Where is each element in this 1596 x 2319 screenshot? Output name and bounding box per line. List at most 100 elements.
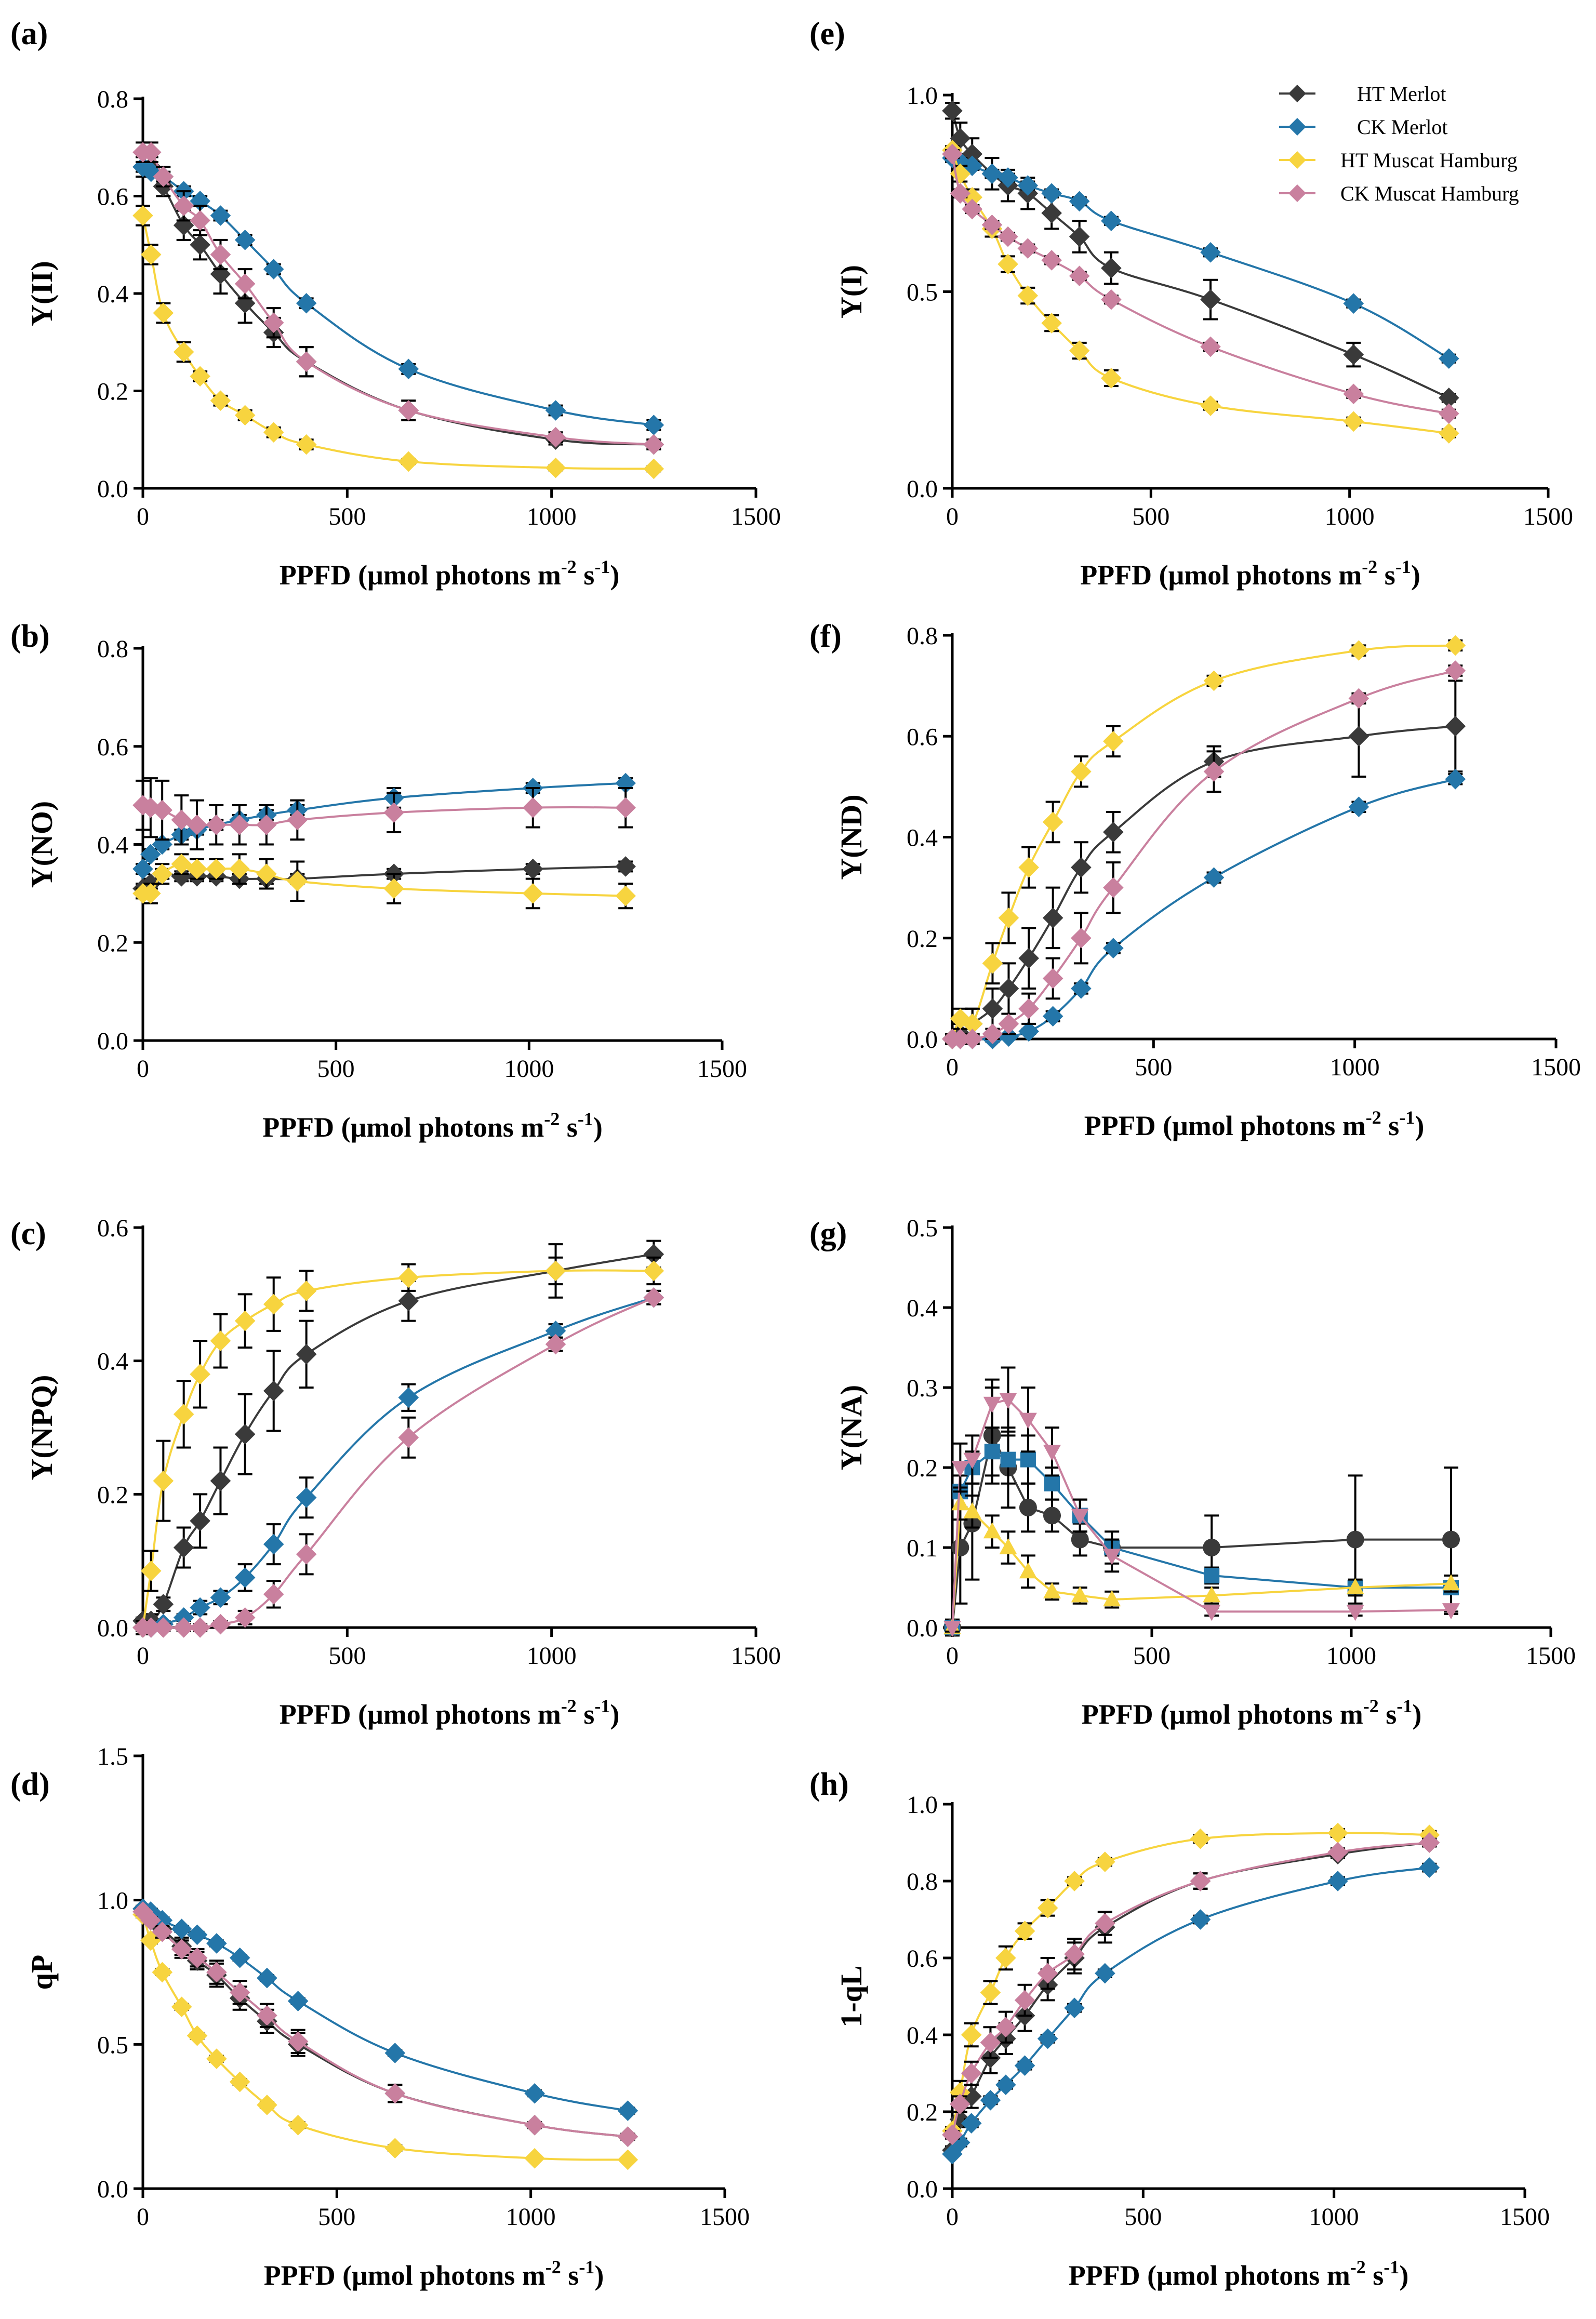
marker-0-2-2 [153, 302, 174, 324]
x-tick-label-3-1: 500 [318, 2203, 355, 2231]
marker-2-3-11 [643, 1287, 664, 1308]
marker-7-3-5 [1014, 1990, 1035, 2011]
marker-6-3-0 [943, 1621, 961, 1637]
marker-3-2-2 [152, 1962, 173, 1983]
marker-5-3-11 [1445, 660, 1466, 681]
marker-2-2-4 [190, 1364, 210, 1385]
marker-5-0-4 [998, 978, 1019, 999]
marker-3-3-7 [257, 2005, 277, 2026]
marker-5-3-8 [1103, 877, 1124, 898]
marker-3-3-5 [206, 1962, 227, 1983]
marker-6-1-6 [1044, 1475, 1060, 1491]
x-axis-label-part-4-3: -1 [1395, 556, 1411, 577]
marker-4-1-8 [1101, 210, 1122, 232]
x-tick-label-5-2: 1000 [1330, 1054, 1380, 1081]
x-axis-label-part-1-2: s [560, 1112, 578, 1143]
marker-7-1-11 [1419, 1857, 1440, 1878]
x-axis-label-part-5-3: -1 [1399, 1107, 1415, 1128]
marker-5-0-7 [1071, 857, 1092, 878]
marker-0-3-3 [173, 195, 194, 217]
marker-2-2-2 [153, 1470, 174, 1491]
marker-4-2-11 [1439, 423, 1459, 444]
x-tick-label-3-2: 1000 [506, 2203, 556, 2231]
marker-4-2-6 [1041, 313, 1062, 334]
marker-2-2-1 [140, 1561, 162, 1581]
marker-3-1-3 [171, 1918, 192, 1939]
legend-label-3: CK Muscat Hamburg [1340, 182, 1519, 205]
y-tick-label-4-1: 0.5 [907, 279, 938, 306]
marker-6-3-10 [1346, 1605, 1364, 1621]
marker-7-3-4 [995, 2017, 1016, 2037]
marker-7-2-3 [980, 1982, 1001, 2003]
x-axis-label-part-4-1: -2 [1362, 556, 1377, 577]
y-tick-label-0-1: 0.2 [97, 378, 128, 406]
series-6-3 [943, 1366, 1460, 1637]
marker-2-3-7 [263, 1584, 284, 1605]
marker-5-3-9 [1203, 761, 1225, 782]
marker-6-3-1 [951, 1461, 969, 1477]
marker-5-1-5 [1018, 1021, 1039, 1042]
y-tick-label-3-2: 1.0 [97, 1887, 128, 1915]
marker-1-0-10 [522, 858, 543, 879]
x-axis-label-3: PPFD (μmol photons m-2 s-1) [264, 2257, 604, 2291]
marker-7-2-2 [961, 2024, 982, 2045]
marker-2-1-9 [398, 1387, 419, 1408]
y-tick-label-2-0: 0.0 [97, 1615, 128, 1642]
marker-6-3-4 [999, 1393, 1017, 1409]
x-axis-label-part-6-3: -1 [1396, 1696, 1412, 1716]
x-axis-label-part-2-1: -2 [561, 1696, 577, 1716]
panel-label-3: (d) [10, 1767, 50, 1802]
x-tick-label-2-0: 0 [137, 1642, 149, 1670]
marker-0-3-8 [296, 351, 317, 372]
marker-4-2-9 [1200, 395, 1221, 416]
marker-3-2-4 [187, 2025, 208, 2046]
marker-3-3-2 [152, 1921, 173, 1942]
marker-5-3-1 [950, 1029, 971, 1049]
x-axis-label-part-7-3: -1 [1384, 2257, 1399, 2277]
x-tick-label-1-0: 0 [137, 1055, 149, 1083]
x-axis-label-part-0-0: PPFD (μmol photons m [280, 559, 561, 591]
marker-6-0-6 [1043, 1507, 1061, 1525]
marker-6-3-7 [1071, 1509, 1089, 1525]
marker-5-0-3 [982, 998, 1003, 1019]
marker-2-1-5 [210, 1587, 231, 1608]
marker-2-3-6 [234, 1607, 256, 1628]
marker-3-2-8 [287, 2115, 309, 2136]
marker-5-1-7 [1071, 978, 1092, 999]
y-axis-label-1: Y(NO) [25, 801, 59, 888]
x-tick-label-5-3: 1500 [1531, 1054, 1581, 1081]
x-tick-label-7-1: 500 [1124, 2203, 1162, 2231]
marker-0-3-10 [545, 427, 566, 448]
marker-5-0-5 [1018, 948, 1039, 969]
panel-label-0: (a) [10, 16, 48, 51]
marker-4-0-10 [1343, 344, 1364, 365]
marker-3-1-11 [617, 2100, 639, 2121]
legend-label-1: CK Merlot [1357, 115, 1447, 139]
x-axis-label-part-7-0: PPFD (μmol photons m [1069, 2260, 1350, 2291]
marker-7-2-9 [1190, 1828, 1211, 1849]
marker-3-1-5 [206, 1933, 227, 1954]
marker-6-1-4 [1000, 1451, 1016, 1468]
x-tick-label-4-2: 1000 [1325, 503, 1375, 530]
marker-6-2-3 [983, 1522, 1001, 1539]
marker-2-3-1 [140, 1617, 162, 1638]
marker-0-1-8 [296, 292, 317, 314]
marker-3-3-11 [617, 2126, 639, 2147]
y-tick-label-5-4: 0.8 [907, 622, 938, 650]
x-axis-label-part-7-2: s [1366, 2260, 1384, 2291]
panel-label-2: (c) [10, 1216, 46, 1251]
marker-0-3-6 [234, 273, 256, 295]
x-axis-label-part-6-4: ) [1412, 1699, 1421, 1730]
marker-2-2-10 [545, 1260, 566, 1282]
marker-3-3-9 [384, 2083, 406, 2104]
y-tick-label-1-2: 0.4 [97, 832, 128, 859]
marker-3-3-6 [229, 1982, 250, 2003]
marker-0-1-6 [234, 230, 256, 250]
y-tick-label-5-0: 0.0 [907, 1026, 938, 1054]
y-tick-label-2-2: 0.4 [97, 1348, 128, 1376]
x-axis-label-part-2-3: -1 [594, 1696, 610, 1716]
marker-6-0-10 [1346, 1530, 1364, 1549]
x-axis-label-1: PPFD (μmol photons m-2 s-1) [262, 1109, 603, 1143]
x-axis-label-part-1-1: -2 [544, 1109, 560, 1129]
marker-4-2-8 [1101, 368, 1122, 389]
